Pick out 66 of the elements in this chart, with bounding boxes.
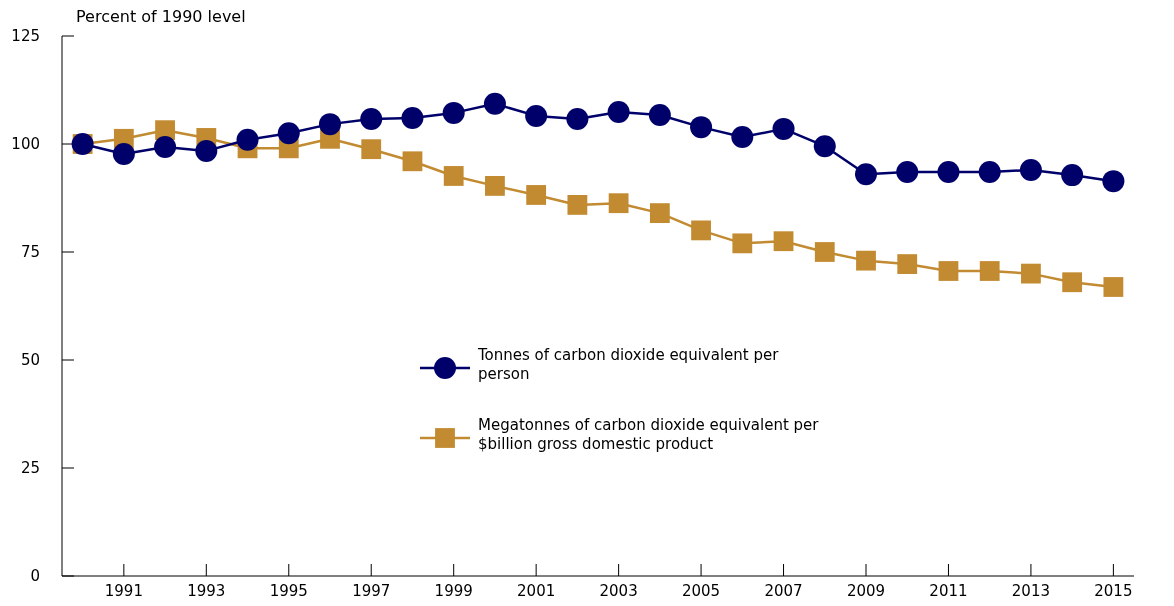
point	[896, 161, 919, 184]
point	[485, 176, 505, 196]
point	[567, 195, 588, 215]
point	[154, 136, 177, 159]
legend-label: Megatonnes of carbon dioxide equivalent per $billion gross domestic product	[478, 416, 820, 453]
y-tick-label: 100	[11, 135, 40, 154]
point	[732, 233, 753, 254]
point	[814, 242, 835, 262]
point	[855, 163, 877, 186]
point	[608, 193, 629, 214]
point	[1103, 277, 1124, 297]
x-tick-label: 2015	[1094, 582, 1133, 600]
point	[897, 254, 918, 274]
point	[402, 151, 423, 172]
point	[483, 92, 506, 115]
point	[1102, 170, 1125, 193]
x-tick-label: 1991	[104, 582, 143, 600]
point	[1019, 158, 1042, 181]
legend-label: Tonnes of carbon dioxide equivalent per person	[477, 346, 780, 383]
point	[690, 116, 713, 139]
y-tick-label: 125	[11, 27, 40, 46]
point	[979, 261, 1000, 281]
point	[401, 107, 424, 130]
x-tick-label: 2007	[764, 582, 803, 600]
point	[648, 104, 671, 127]
point	[772, 117, 795, 140]
point	[236, 128, 259, 151]
point	[856, 250, 876, 271]
point	[361, 139, 382, 160]
point	[607, 101, 630, 124]
x-tick-label: 2003	[599, 582, 638, 600]
point	[649, 203, 670, 224]
point	[1021, 263, 1041, 284]
point	[773, 231, 794, 252]
y-tick-label: 0	[30, 567, 40, 586]
x-tick-label: 1995	[269, 582, 308, 600]
point	[442, 101, 465, 124]
x-tick-label: 2005	[681, 582, 721, 600]
point	[360, 107, 383, 130]
point	[319, 113, 341, 136]
point	[937, 161, 960, 184]
point	[526, 185, 547, 205]
y-tick-label: 50	[20, 351, 40, 370]
x-tick-label: 1993	[187, 582, 226, 600]
point	[566, 107, 589, 130]
point	[691, 220, 711, 241]
y-tick-label: 25	[20, 459, 40, 478]
y-axis-title: Percent of 1990 level	[76, 7, 246, 26]
y-tick-label: 75	[20, 243, 40, 262]
x-tick-label: 2001	[517, 582, 556, 600]
point	[277, 122, 300, 145]
point	[1062, 272, 1083, 293]
point	[443, 166, 464, 186]
point	[813, 135, 836, 158]
x-tick-label: 2009	[846, 582, 886, 600]
point	[938, 261, 959, 281]
point	[195, 139, 218, 162]
point	[525, 104, 548, 127]
point	[731, 126, 754, 149]
x-tick-label: 1999	[434, 582, 473, 600]
x-tick-label: 2013	[1011, 582, 1051, 600]
x-tick-label: 2011	[929, 582, 968, 600]
point	[978, 161, 1001, 184]
point	[112, 142, 135, 165]
x-tick-label: 1997	[352, 582, 391, 600]
point	[1061, 164, 1084, 187]
